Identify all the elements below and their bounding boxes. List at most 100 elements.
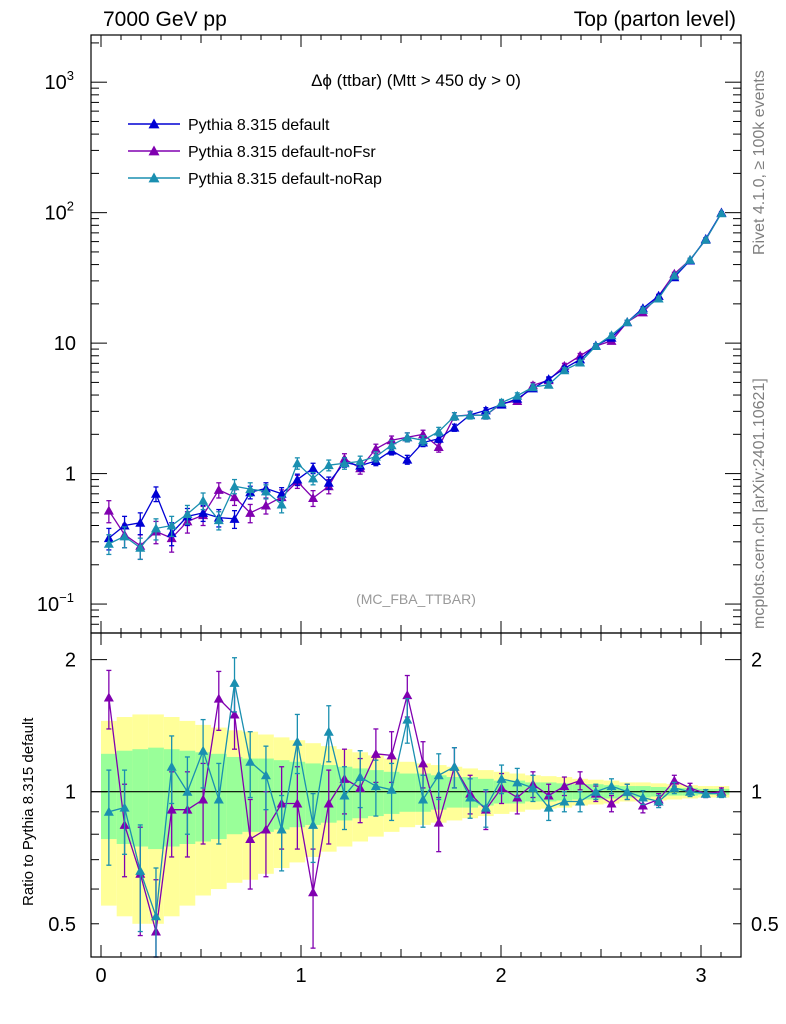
data-point: [103, 538, 114, 548]
series-main-1: [103, 207, 727, 561]
data-point: [166, 804, 177, 814]
data-point: [260, 770, 271, 780]
data-point: [292, 798, 303, 808]
ratio-y-tick-label-right: 1: [751, 782, 762, 804]
data-point: [685, 786, 696, 796]
x-tick-label: 2: [495, 965, 506, 987]
data-point: [323, 460, 334, 470]
data-point: [308, 819, 319, 829]
data-point: [386, 750, 397, 760]
data-point: [308, 492, 319, 502]
data-point: [260, 486, 271, 496]
ratio-uncertainty-band: [101, 714, 730, 924]
data-point: [245, 756, 256, 766]
ratio-y-tick-label-left: 1: [65, 782, 76, 804]
header-right: Top (parton level): [573, 8, 736, 31]
data-point: [527, 782, 538, 792]
data-point: [213, 515, 224, 525]
data-point: [700, 234, 711, 244]
data-point: [213, 484, 224, 494]
data-point: [323, 726, 334, 736]
data-point: [653, 796, 664, 806]
data-point: [150, 523, 161, 533]
data-point: [213, 693, 224, 703]
data-point: [229, 513, 240, 523]
data-point: [370, 451, 381, 461]
data-point: [402, 714, 413, 724]
data-point: [606, 798, 617, 808]
data-point: [559, 781, 570, 791]
data-point: [465, 410, 476, 420]
data-point: [418, 758, 429, 768]
data-point: [276, 499, 287, 509]
series-line: [108, 212, 723, 539]
data-point: [245, 834, 256, 844]
data-point: [103, 692, 114, 702]
data-point: [166, 520, 177, 530]
data-point: [198, 745, 209, 755]
y-tick-label: 103: [45, 68, 74, 94]
y-tick-label: 102: [45, 199, 74, 225]
ratio-y-tick-label-left: 2: [65, 650, 76, 672]
data-point: [527, 382, 538, 392]
legend-marker: [148, 172, 160, 183]
data-point: [669, 782, 680, 792]
data-point: [449, 761, 460, 771]
data-point: [575, 357, 586, 367]
ratio-plot-frame: [90, 632, 742, 958]
data-point: [370, 781, 381, 791]
data-point: [229, 492, 240, 502]
band-green-bin: [446, 777, 463, 808]
data-point: [386, 435, 397, 445]
data-point: [433, 770, 444, 780]
legend-label: Pythia 8.315 default: [188, 117, 330, 134]
data-point: [418, 794, 429, 804]
data-point: [339, 790, 350, 800]
data-point: [496, 773, 507, 783]
legend-label: Pythia 8.315 default-noFsr: [188, 144, 376, 161]
data-point: [323, 477, 334, 487]
analysis-watermark: (MC_FBA_TTBAR): [356, 591, 476, 607]
data-point: [166, 761, 177, 771]
x-tick-label: 1: [295, 965, 306, 987]
legend-item: Pythia 8.315 default-noRap: [128, 171, 382, 188]
data-point: [150, 911, 161, 921]
data-point: [543, 802, 554, 812]
data-point: [480, 802, 491, 812]
data-point: [575, 796, 586, 806]
series-line: [108, 212, 723, 547]
data-point: [198, 794, 209, 804]
data-point: [433, 426, 444, 436]
header-left: 7000 GeV pp: [103, 8, 227, 31]
data-point: [135, 865, 146, 875]
data-point: [355, 456, 366, 466]
data-point: [245, 484, 256, 494]
ratio-y-tick-label-right: 0.5: [751, 914, 779, 936]
data-point: [119, 802, 130, 812]
data-point: [119, 531, 130, 541]
band-green-bin: [226, 756, 243, 835]
data-point: [575, 775, 586, 785]
data-point: [135, 517, 146, 527]
data-point: [135, 542, 146, 552]
x-tick-label: 3: [695, 965, 706, 987]
data-point: [637, 304, 648, 314]
data-point: [590, 786, 601, 796]
band-green-bin: [399, 773, 416, 812]
data-point: [449, 411, 460, 421]
data-point: [386, 440, 397, 450]
legend: Pythia 8.315 default Pythia 8.315 default…: [128, 117, 382, 188]
data-point: [182, 509, 193, 519]
data-point: [308, 463, 319, 473]
data-point: [606, 781, 617, 791]
x-tick-label: 0: [95, 965, 106, 987]
data-point: [402, 690, 413, 700]
data-point: [480, 410, 491, 420]
data-point: [622, 317, 633, 327]
data-point: [260, 500, 271, 510]
legend-marker: [148, 118, 160, 129]
series-line: [108, 694, 722, 932]
data-point: [433, 817, 444, 827]
data-point: [229, 677, 240, 687]
data-point: [512, 390, 523, 400]
